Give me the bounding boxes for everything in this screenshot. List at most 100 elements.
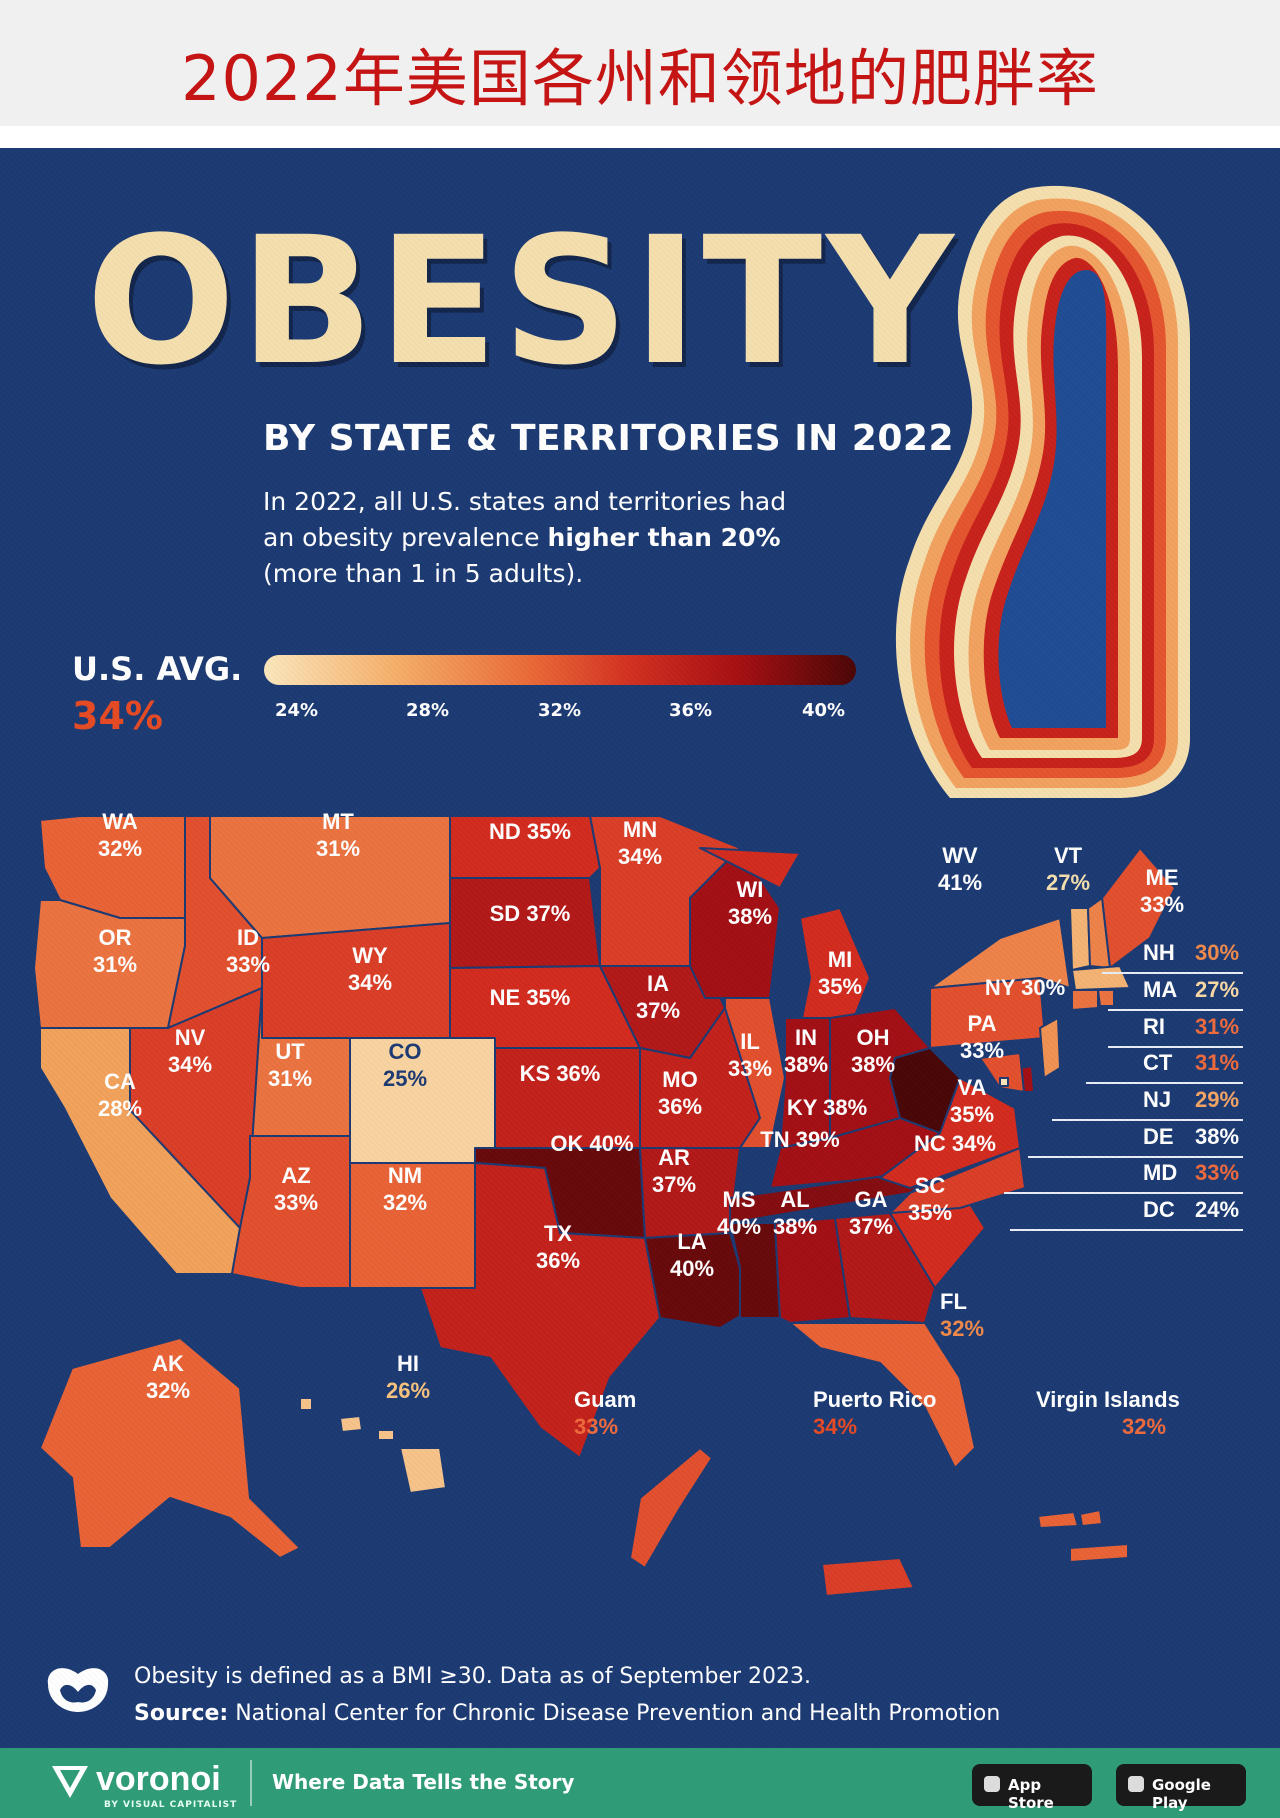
state-label-in: IN 38% <box>776 1024 836 1078</box>
state-shape-nj <box>1039 1017 1061 1079</box>
callout-code: NH <box>1143 940 1175 965</box>
territory-pct: 32% <box>1122 1414 1167 1439</box>
definition-note: Obesity is defined as a BMI ≥30. Data as… <box>134 1664 812 1689</box>
state-code: IN <box>795 1025 817 1050</box>
state-pct: 33% <box>959 1038 1005 1063</box>
state-shape-ms <box>729 1222 781 1319</box>
callout-dc: DC 24% <box>1143 1197 1243 1223</box>
state-pct: 32% <box>97 836 143 861</box>
state-code: OK <box>550 1131 584 1156</box>
state-label-tn: TN 39% <box>745 1126 855 1153</box>
callout-nj: NJ 29% <box>1143 1087 1243 1113</box>
state-shape-ga <box>834 1212 936 1324</box>
state-shape-dc <box>999 1077 1009 1087</box>
state-label-or: OR 31% <box>85 924 145 978</box>
poster: OBESITY BY STATE & TERRITORIES IN 2022 I… <box>0 148 1280 1748</box>
state-pct: 35% <box>949 1102 995 1127</box>
banner: 2022年美国各州和领地的肥胖率 <box>0 0 1280 126</box>
state-label-id: ID 33% <box>218 924 278 978</box>
callout-leader-line <box>1052 1119 1243 1121</box>
territory-label-pr: Puerto Rico 34% <box>813 1386 973 1440</box>
state-pct: 38% <box>823 1095 868 1120</box>
territory-pct: 33% <box>574 1414 619 1439</box>
territory-shape-vi <box>1037 1509 1129 1563</box>
state-code: NE <box>489 985 521 1010</box>
us-average-value: 34% <box>72 694 163 738</box>
state-code: MT <box>322 809 354 834</box>
state-label-al: AL 38% <box>765 1186 825 1240</box>
state-label-ak: AK 32% <box>138 1350 198 1404</box>
footnote: Obesity is defined as a BMI ≥30. Data as… <box>134 1658 1000 1732</box>
state-pct: 37% <box>848 1214 894 1239</box>
state-code: OR <box>98 925 132 950</box>
state-code: WA <box>102 809 138 834</box>
callout-leader-line <box>1108 1046 1243 1048</box>
state-pct: 34% <box>617 844 663 869</box>
state-code: NC <box>914 1131 946 1156</box>
state-pct: 30% <box>1021 975 1066 1000</box>
legend-tick: 40% <box>802 700 846 721</box>
state-label-il: IL 33% <box>720 1028 780 1082</box>
intro-post: (more than 1 in 5 adults). <box>263 559 584 588</box>
state-shape-ct <box>1071 989 1099 1011</box>
territory-name: Virgin Islands <box>1036 1387 1180 1412</box>
state-label-ks: KS 36% <box>500 1060 620 1087</box>
state-label-me: ME 33% <box>1132 864 1192 918</box>
state-code: AK <box>152 1351 184 1376</box>
state-code: MN <box>622 817 658 842</box>
state-label-hi: HI 26% <box>378 1350 438 1404</box>
voronoi-logo-icon <box>52 1766 88 1798</box>
callout-pct: 29% <box>1195 1087 1240 1112</box>
state-label-va: VA 35% <box>942 1074 1002 1128</box>
main-title: OBESITY <box>86 199 958 404</box>
callout-code: DC <box>1143 1197 1175 1222</box>
state-pct: 36% <box>535 1248 581 1273</box>
callout-code: RI <box>1143 1014 1165 1039</box>
callout-leader-line <box>1010 1229 1243 1231</box>
intro-bold: higher than 20% <box>547 523 781 552</box>
state-code: IL <box>740 1029 760 1054</box>
state-shape-va <box>879 1077 1021 1189</box>
state-code: AR <box>658 1145 690 1170</box>
state-pct: 35% <box>526 819 571 844</box>
callout-pct: 30% <box>1195 940 1240 965</box>
state-label-mn: MN 34% <box>610 816 670 870</box>
callout-md: MD 33% <box>1143 1160 1243 1186</box>
territory-label-vi: Virgin Islands <box>1036 1386 1206 1413</box>
state-pct: 33% <box>273 1190 319 1215</box>
intro-pre: In 2022, all U.S. states and territories… <box>263 487 787 552</box>
state-pct: 33% <box>225 952 271 977</box>
state-pct: 25% <box>382 1066 428 1091</box>
callout-pct: 31% <box>1195 1050 1240 1075</box>
state-pct: 31% <box>267 1066 313 1091</box>
state-code: SC <box>914 1173 946 1198</box>
state-pct: 37% <box>635 998 681 1023</box>
state-label-ok: OK 40% <box>532 1130 652 1157</box>
callout-ri: RI 31% <box>1143 1014 1243 1040</box>
state-pct: 37% <box>526 901 571 926</box>
callout-code: NJ <box>1143 1087 1172 1112</box>
state-label-sd: SD 37% <box>470 900 590 927</box>
state-label-ia: IA 37% <box>628 970 688 1024</box>
source-text: National Center for Chronic Disease Prev… <box>228 1701 1001 1726</box>
state-pct: 38% <box>727 904 773 929</box>
state-code: KS <box>519 1061 551 1086</box>
state-label-ut: UT 31% <box>260 1038 320 1092</box>
callout-leader-line <box>1086 1082 1243 1084</box>
app-store-button[interactable]: App Store <box>972 1764 1092 1812</box>
callout-nh: NH 30% <box>1143 940 1243 966</box>
state-label-nv: NV 34% <box>160 1024 220 1078</box>
state-code: MS <box>722 1187 756 1212</box>
territory-name: Guam <box>574 1387 637 1412</box>
state-label-co: CO 25% <box>375 1038 435 1092</box>
state-label-az: AZ 33% <box>266 1162 326 1216</box>
territory-pct-vi: 32% <box>1122 1413 1182 1440</box>
territory-pct: 34% <box>813 1414 858 1439</box>
callout-leader-line <box>1004 1192 1243 1194</box>
state-code: VA <box>957 1075 987 1100</box>
territory-shape-guam <box>629 1447 713 1569</box>
state-code: LA <box>677 1229 707 1254</box>
google-play-button[interactable]: Google Play <box>1116 1764 1246 1812</box>
state-code: IA <box>647 971 669 996</box>
state-shape-vt <box>1069 907 1091 971</box>
